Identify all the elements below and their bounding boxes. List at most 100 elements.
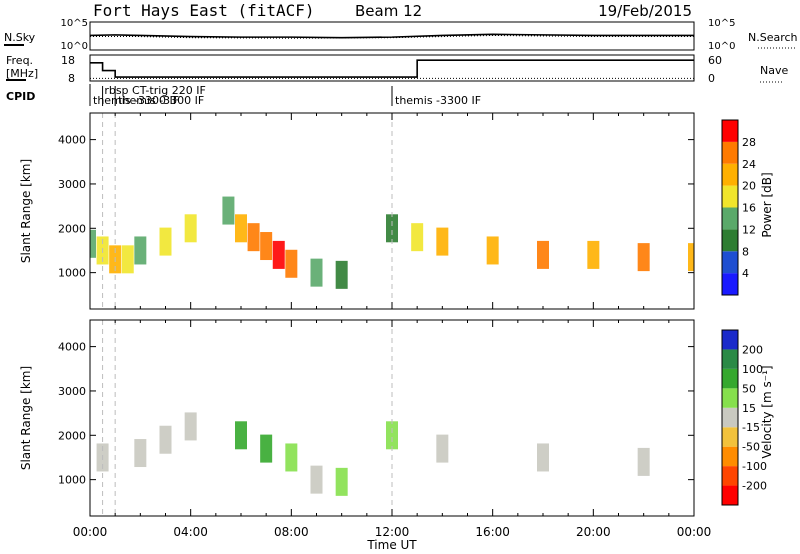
x-tick-label-5: 20:00: [576, 525, 611, 539]
power-colorbar-swatch-4: [722, 185, 738, 208]
power-cell-3: [121, 245, 134, 274]
power-colorbar-tick-5: 24: [742, 158, 756, 171]
power-colorbar-label: Power [dB]: [760, 172, 774, 237]
velocity-colorbar-tick-1: 100: [742, 363, 763, 376]
beam-label: Beam 12: [355, 2, 422, 20]
velocity-colorbar-tick-6: -100: [742, 460, 767, 473]
power-cell-21: [637, 243, 650, 272]
power-cell-8: [235, 214, 247, 243]
power-heatmap: [90, 113, 694, 309]
freq-panel-frame: [89, 54, 695, 82]
freq-tick-bottom: 8: [68, 72, 75, 85]
power-colorbar-swatch-0: [722, 273, 738, 295]
power-cell-6: [184, 214, 197, 243]
cpid-entry-2: themis -3300 IF: [118, 94, 204, 107]
velocity-colorbar-swatch-4: [722, 407, 738, 428]
x-axis-label: Time UT: [366, 538, 417, 552]
power-cell-17: [436, 227, 449, 256]
date-label: 19/Feb/2015: [598, 2, 692, 20]
power-cell-18: [486, 236, 499, 265]
power-cell-5: [159, 227, 172, 256]
power-colorbar: 4 8 12 16 20 24 28: [721, 119, 756, 296]
x-tick-label-1: 04:00: [173, 525, 208, 539]
velocity-colorbar-tick-5: -50: [742, 441, 760, 454]
power-cell-10: [260, 232, 273, 261]
x-tick-label-6: 00:00: [677, 525, 712, 539]
velocity-cell-5: [260, 434, 273, 463]
velocity-heatmap: [96, 320, 650, 516]
velocity-axes: 1000 2000 3000 4000: [58, 320, 695, 516]
noise-search-line: [90, 34, 694, 39]
x-tick-label-4: 16:00: [475, 525, 510, 539]
velocity-colorbar-tick-4: -15: [742, 421, 760, 434]
frequency-line: [90, 59, 694, 78]
power-colorbar-swatch-7: [722, 120, 738, 142]
power-colorbar-tick-3: 16: [742, 202, 756, 215]
power-colorbar-tick-1: 8: [742, 245, 749, 258]
velocity-colorbar-tick-7: -200: [742, 480, 767, 493]
cpid-entry-1: themis -3300 IF: [93, 94, 179, 107]
power-colorbar-frame: [721, 119, 739, 296]
noise-left-tick-bottom: 10^0: [61, 41, 88, 52]
power-colorbar-swatch-6: [722, 141, 738, 164]
power-cell-20: [587, 240, 600, 269]
velocity-colorbar-swatch-0: [722, 485, 738, 505]
velocity-ytick-label-3: 4000: [58, 341, 86, 354]
velocity-cell-10: [436, 434, 449, 463]
x-tick-label-2: 08:00: [274, 525, 309, 539]
velocity-ytick-label-1: 2000: [58, 429, 86, 442]
power-ytick-label-1: 2000: [58, 222, 86, 235]
cpid-entry-0: rbsp CT-trig 220 IF: [104, 84, 206, 97]
velocity-cell-12: [637, 447, 650, 476]
velocity-colorbar-frame: [721, 329, 739, 506]
power-cell-12: [285, 249, 298, 278]
velocity-cell-8: [335, 467, 348, 496]
velocity-colorbar: 200 100 50 15 -15 -50 -100 -200: [721, 329, 767, 506]
nave-label: Nave: [760, 64, 788, 77]
velocity-colorbar-label: Velocity [m s⁻¹]: [760, 365, 774, 458]
velocity-colorbar-swatch-3: [722, 427, 738, 447]
cpid-entry-3: themis -3300 IF: [395, 94, 481, 107]
freq-unit-label: [MHz]: [6, 67, 38, 80]
power-colorbar-swatch-3: [722, 207, 738, 230]
velocity-ytick-label-0: 1000: [58, 474, 86, 487]
power-cell-15: [386, 214, 398, 243]
power-cell-0: [90, 229, 96, 258]
velocity-colorbar-swatch-5: [722, 388, 738, 408]
nave-tick-top: 60: [708, 54, 722, 67]
velocity-colorbar-swatch-6: [722, 368, 738, 389]
power-axes: 1000 2000 3000 4000: [58, 113, 695, 309]
power-cell-13: [310, 258, 323, 287]
power-colorbar-tick-6: 28: [742, 136, 756, 149]
power-colorbar-swatch-1: [722, 251, 738, 274]
power-ytick-label-3: 4000: [58, 134, 86, 147]
velocity-cell-11: [537, 443, 549, 472]
velocity-colorbar-swatch-2: [722, 446, 738, 467]
velocity-cell-1: [134, 439, 147, 468]
x-tick-label-0: 00:00: [73, 525, 108, 539]
velocity-colorbar-tick-0: 200: [742, 343, 763, 356]
velocity-colorbar-swatch-8: [722, 330, 738, 350]
velocity-y-axis-label: Slant Range [km]: [19, 366, 33, 470]
velocity-cell-9: [386, 421, 398, 450]
power-colorbar-tick-4: 20: [742, 180, 756, 193]
noise-right-tick-bottom: 10^0: [708, 41, 735, 52]
power-cell-19: [537, 240, 549, 269]
power-cell-9: [247, 223, 260, 252]
velocity-cell-6: [285, 443, 298, 472]
velocity-colorbar-swatch-1: [722, 466, 738, 486]
power-cell-11: [272, 240, 285, 269]
noise-left-tick-top: 10^5: [61, 18, 88, 29]
nave-tick-bottom: 0: [708, 72, 715, 85]
velocity-cell-2: [159, 425, 172, 454]
freq-label: Freq.: [6, 54, 33, 67]
power-colorbar-tick-0: 4: [742, 267, 749, 280]
x-tick-labels: 00:00 04:00 08:00 12:00 16:00 20:00 00:00: [73, 525, 712, 539]
velocity-ytick-label-2: 3000: [58, 385, 86, 398]
power-colorbar-swatch-2: [722, 229, 738, 252]
noise-right-label: N.Search: [748, 31, 798, 44]
noise-left-label: N.Sky: [4, 31, 36, 44]
power-colorbar-swatch-5: [722, 163, 738, 186]
